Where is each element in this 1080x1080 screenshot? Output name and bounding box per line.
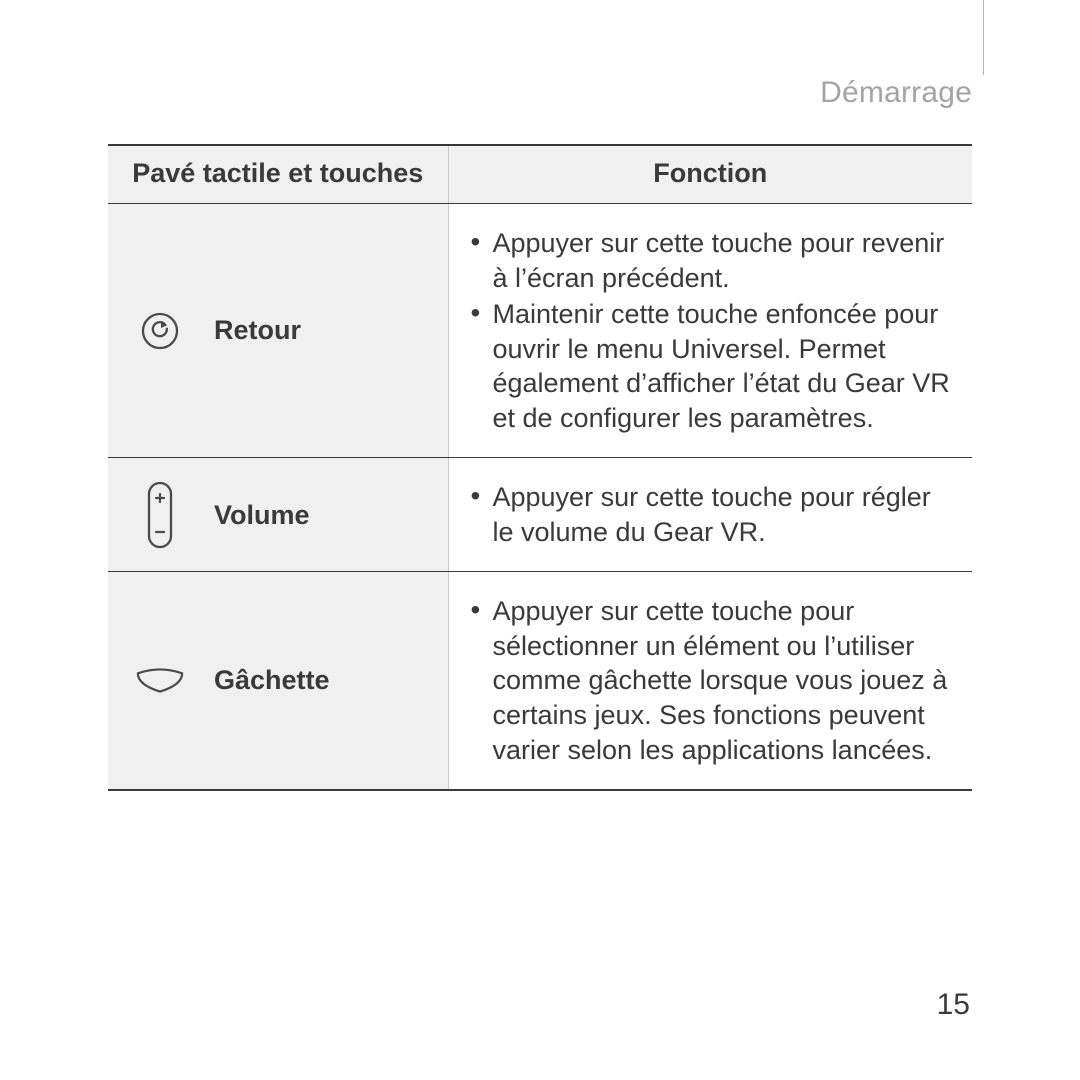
function-item: Appuyer sur cette touche pour sélectionn… <box>471 594 951 767</box>
header-rule <box>983 0 984 75</box>
function-item: Maintenir cette touche enfoncée pour ouv… <box>471 297 951 435</box>
table-header-col1: Pavé tactile et touches <box>108 145 448 204</box>
key-label: Retour <box>214 313 301 348</box>
function-item: Appuyer sur cette touche pour revenir à … <box>471 226 951 295</box>
page-number: 15 <box>937 988 970 1022</box>
key-label: Volume <box>214 498 310 533</box>
key-cell-volume: Volume <box>108 458 448 572</box>
table-header-row: Pavé tactile et touches Fonction <box>108 145 972 204</box>
back-icon <box>134 309 186 353</box>
key-label: Gâchette <box>214 663 330 698</box>
function-item: Appuyer sur cette touche pour régler le … <box>471 480 951 549</box>
function-cell: Appuyer sur cette touche pour régler le … <box>448 458 972 572</box>
section-title: Démarrage <box>108 76 972 110</box>
manual-page: Démarrage Pavé tactile et touches Foncti… <box>0 0 1080 1080</box>
volume-rocker-icon <box>134 479 186 551</box>
key-cell-trigger: Gâchette <box>108 572 448 790</box>
trigger-icon <box>134 666 186 696</box>
table-header-col2: Fonction <box>448 145 972 204</box>
function-cell: Appuyer sur cette touche pour revenir à … <box>448 204 972 458</box>
controls-table: Pavé tactile et touches Fonction <box>108 144 972 791</box>
table-row: Retour Appuyer sur cette touche pour rev… <box>108 204 972 458</box>
table-row: Volume Appuyer sur cette touche pour rég… <box>108 458 972 572</box>
key-cell-back: Retour <box>108 204 448 458</box>
function-cell: Appuyer sur cette touche pour sélectionn… <box>448 572 972 790</box>
table-row: Gâchette Appuyer sur cette touche pour s… <box>108 572 972 790</box>
